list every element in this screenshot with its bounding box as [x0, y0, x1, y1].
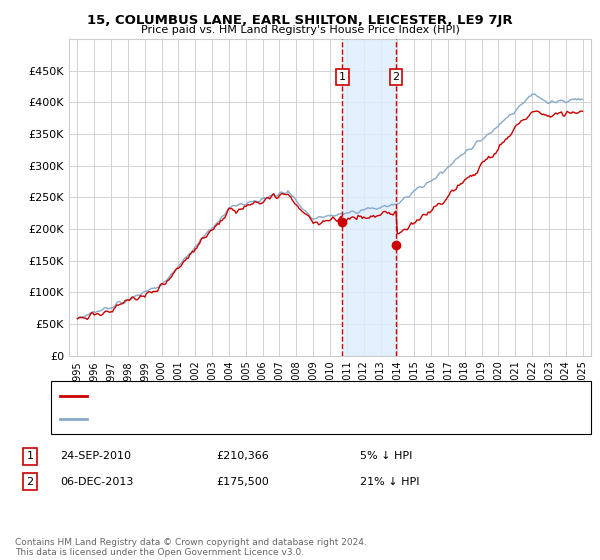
Text: 2: 2	[26, 477, 34, 487]
Text: 21% ↓ HPI: 21% ↓ HPI	[360, 477, 419, 487]
Text: 1: 1	[339, 72, 346, 82]
Text: 15, COLUMBUS LANE, EARL SHILTON, LEICESTER, LE9 7JR: 15, COLUMBUS LANE, EARL SHILTON, LEICEST…	[87, 14, 513, 27]
Text: £175,500: £175,500	[216, 477, 269, 487]
Text: 1: 1	[26, 451, 34, 461]
Text: £210,366: £210,366	[216, 451, 269, 461]
Text: 06-DEC-2013: 06-DEC-2013	[60, 477, 133, 487]
Text: 2: 2	[392, 72, 400, 82]
Text: 24-SEP-2010: 24-SEP-2010	[60, 451, 131, 461]
Text: HPI: Average price, detached house, Hinckley and Bosworth: HPI: Average price, detached house, Hinc…	[93, 414, 386, 424]
Text: 15, COLUMBUS LANE, EARL SHILTON, LEICESTER, LE9 7JR (detached house): 15, COLUMBUS LANE, EARL SHILTON, LEICEST…	[93, 391, 463, 401]
Text: Contains HM Land Registry data © Crown copyright and database right 2024.
This d: Contains HM Land Registry data © Crown c…	[15, 538, 367, 557]
Text: 5% ↓ HPI: 5% ↓ HPI	[360, 451, 412, 461]
Bar	[342, 39, 396, 356]
Text: Price paid vs. HM Land Registry's House Price Index (HPI): Price paid vs. HM Land Registry's House …	[140, 25, 460, 35]
